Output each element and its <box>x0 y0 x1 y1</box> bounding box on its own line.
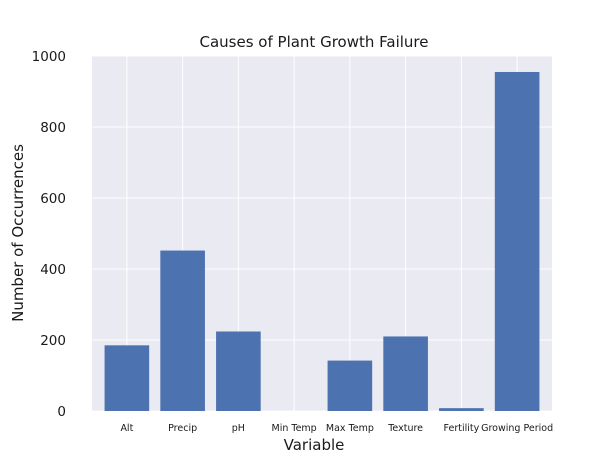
y-axis-label: Number of Occurrences <box>9 144 27 322</box>
bar-ph <box>216 331 261 411</box>
x-tick-label: Texture <box>387 423 423 434</box>
x-tick-label: Max Temp <box>326 423 374 434</box>
y-tick-label: 1000 <box>32 49 66 65</box>
x-axis-ticks: Alt Precip pH Min Temp Max Temp Texture Fertil… <box>120 423 553 434</box>
x-tick-label: Min Temp <box>272 423 317 434</box>
bar-texture <box>383 336 428 411</box>
bar-alt <box>104 345 150 411</box>
bars <box>104 71 540 411</box>
bar-max-temp <box>327 360 373 411</box>
y-tick-label: 800 <box>40 120 66 136</box>
x-tick-label: Fertility <box>444 423 480 434</box>
x-tick-label: Alt <box>120 423 133 434</box>
x-tick-label: Precip <box>168 423 197 434</box>
bar-fertility <box>439 408 484 411</box>
y-axis-ticks: 0 200 400 600 800 1000 <box>32 49 66 420</box>
y-tick-label: 0 <box>57 404 66 420</box>
y-tick-label: 400 <box>40 262 66 278</box>
x-axis-label: Variable <box>284 436 345 454</box>
y-tick-label: 200 <box>40 333 66 349</box>
chart-title: Causes of Plant Growth Failure <box>200 33 429 51</box>
bar-precip <box>160 250 205 411</box>
x-tick-label: pH <box>232 423 245 434</box>
y-tick-label: 600 <box>40 191 66 207</box>
x-tick-label: Growing Period <box>481 423 553 434</box>
bar-growing-period <box>494 71 540 411</box>
